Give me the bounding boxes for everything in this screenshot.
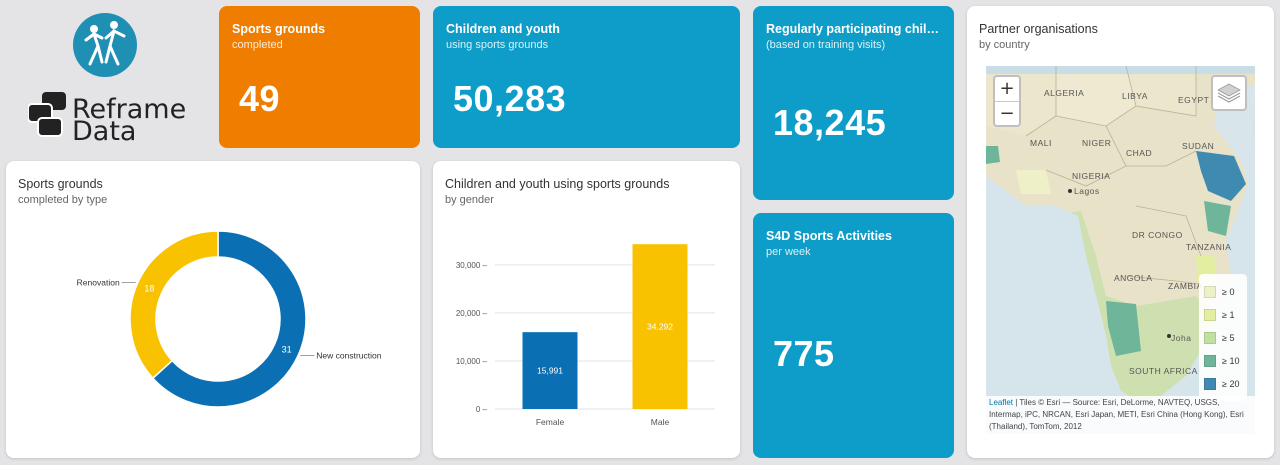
kpi-value: 18,245: [773, 102, 887, 143]
map-label: MALI: [1030, 138, 1052, 148]
map-label: NIGER: [1082, 138, 1112, 148]
africa-map-shapes: [986, 66, 1255, 434]
bar-category-label: Male: [651, 417, 670, 427]
kpi-subtitle: (based on training visits): [766, 39, 886, 51]
logo-emblem-icon: [73, 13, 137, 77]
bar-ytick-label: 30,000 –: [456, 261, 488, 270]
map-label: DR CONGO: [1132, 230, 1183, 240]
kpi-subtitle: using sports grounds: [446, 39, 549, 51]
map-card: Partner organisations by country: [967, 6, 1274, 458]
logo-blocks-icon: [28, 92, 66, 137]
donut-slice-renovation[interactable]: [129, 230, 219, 380]
bar-female[interactable]: [522, 332, 578, 409]
kpi-title: Regularly participating childr...: [766, 22, 946, 36]
bar-ytick-label: 20,000 –: [456, 309, 488, 318]
bar-chart-card: Children and youth using sports grounds …: [433, 161, 740, 458]
legend-label: ≥ 5: [1222, 332, 1235, 343]
map-label: LIBYA: [1122, 91, 1148, 101]
card-title: Sports grounds: [18, 177, 103, 191]
card-subtitle: by country: [979, 39, 1030, 51]
card-title: Children and youth using sports grounds: [445, 177, 670, 191]
logo-line1: Reframe: [72, 94, 187, 125]
donut-value-label: 18: [144, 284, 154, 294]
kpi-value: 50,283: [453, 78, 567, 119]
kpi-regular-participants[interactable]: Regularly participating childr... (based…: [753, 6, 954, 200]
map-label: ALGERIA: [1044, 88, 1085, 98]
kpi-subtitle: per week: [766, 246, 811, 258]
kpi-value: 775: [773, 333, 835, 374]
kpi-s4d-activities[interactable]: S4D Sports Activities per week 775: [753, 213, 954, 458]
donut-category-label: New construction: [316, 350, 381, 360]
legend-swatch: [1204, 308, 1216, 321]
kpi-children-youth[interactable]: Children and youth using sports grounds …: [433, 6, 740, 148]
layers-button[interactable]: [1211, 75, 1247, 111]
map-label: TANZANIA: [1186, 242, 1232, 252]
zoom-control: + −: [993, 75, 1021, 127]
attribution-text: | Tiles © Esri — Source: Esri, DeLorme, …: [989, 398, 1244, 431]
map-label: SOUTH AFRICA: [1129, 366, 1198, 376]
map-label: NIGERIA: [1072, 171, 1111, 181]
legend-item: ≥ 1: [1204, 303, 1242, 326]
leaflet-link[interactable]: Leaflet: [989, 398, 1014, 407]
map-legend: ≥ 0 ≥ 1 ≥ 5 ≥ 10 ≥ 20: [1199, 274, 1247, 401]
card-subtitle: by gender: [445, 194, 494, 206]
donut-chart-card: Sports grounds completed by type 18 Renov…: [6, 161, 420, 458]
bar-male[interactable]: [632, 244, 688, 409]
map-label: EGYPT: [1178, 95, 1210, 105]
card-title: Partner organisations: [979, 22, 1098, 36]
legend-label: ≥ 0: [1222, 286, 1235, 297]
legend-item: ≥ 5: [1204, 326, 1242, 349]
kpi-title: Sports grounds: [232, 22, 326, 36]
donut-slice-new-construction[interactable]: [151, 230, 307, 408]
kpi-title: Children and youth: [446, 22, 560, 36]
legend-swatch: [1204, 377, 1216, 390]
kpi-sports-grounds[interactable]: Sports grounds completed 49: [219, 6, 420, 148]
map-label: ANGOLA: [1114, 273, 1153, 283]
legend-label: ≥ 1: [1222, 309, 1235, 320]
kpi-value: 49: [239, 78, 281, 119]
legend-swatch: [1204, 285, 1216, 298]
zoom-out-button[interactable]: −: [995, 101, 1019, 125]
bar-chart[interactable]: 0 – 10,000 – 20,000 – 30,000 – 15,991 Female 3…: [433, 161, 740, 458]
legend-item: ≥ 0: [1204, 280, 1242, 303]
legend-label: ≥ 20: [1222, 378, 1240, 389]
legend-label: ≥ 10: [1222, 355, 1240, 366]
legend-swatch: [1204, 354, 1216, 367]
bar-ytick-label: 0 –: [476, 405, 488, 414]
kpi-subtitle: completed: [232, 39, 283, 51]
legend-swatch: [1204, 331, 1216, 344]
map-attribution: Leaflet | Tiles © Esri — Source: Esri, D…: [986, 396, 1255, 434]
map-label-city: Lagos: [1074, 186, 1100, 196]
map-label: ZAMBIA: [1168, 281, 1203, 291]
reframe-data-logo: Reframe Data: [0, 0, 215, 150]
card-subtitle: completed by type: [18, 194, 108, 206]
bar-category-label: Female: [536, 417, 565, 427]
partner-map[interactable]: ALGERIA LIBYA EGYPT MALI NIGER CHAD SUDA…: [986, 66, 1255, 434]
legend-item: ≥ 20: [1204, 372, 1242, 395]
layers-icon: [1217, 83, 1241, 103]
legend-item: ≥ 10: [1204, 349, 1242, 372]
kpi-title: S4D Sports Activities: [766, 229, 892, 243]
donut-chart[interactable]: 18 Renovation 31 New construction: [6, 161, 420, 458]
donut-category-label: Renovation: [77, 278, 120, 288]
bar-value-label: 34,292: [647, 322, 673, 332]
map-label: CHAD: [1126, 148, 1153, 158]
donut-value-label: 31: [282, 344, 292, 354]
zoom-in-button[interactable]: +: [999, 78, 1015, 99]
bar-ytick-label: 10,000 –: [456, 357, 488, 366]
map-label-city: Joha: [1171, 333, 1192, 343]
bar-value-label: 15,991: [537, 366, 563, 376]
logo-line2: Data: [72, 116, 137, 147]
map-label: SUDAN: [1182, 141, 1215, 151]
